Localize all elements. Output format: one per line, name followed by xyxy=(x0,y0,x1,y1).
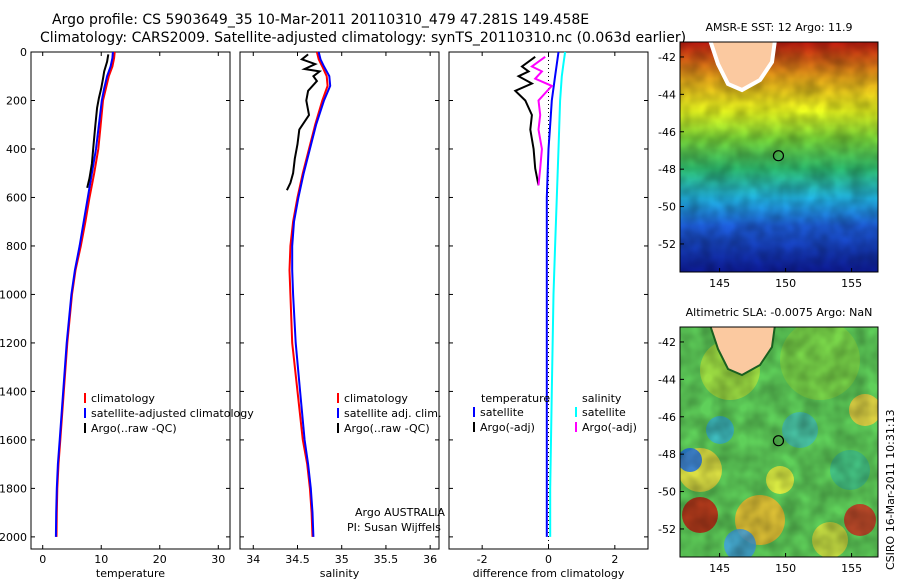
x-tick-label: 150 xyxy=(775,277,796,290)
y-tick-label: -42 xyxy=(658,336,676,349)
x-axis-label: difference from climatology xyxy=(473,567,625,580)
y-tick-label: 1000 xyxy=(0,288,27,301)
map-frame xyxy=(679,326,879,558)
annotation-institution: Argo AUSTRALIA xyxy=(355,506,445,519)
x-tick-label: 36 xyxy=(423,553,437,566)
y-tick-label: 1600 xyxy=(0,434,27,447)
x-tick-label: 145 xyxy=(709,562,730,575)
legend-entry: satellite-adjusted climatology xyxy=(91,407,254,420)
series-line-1-2 xyxy=(285,53,323,191)
legend-entry: climatology xyxy=(344,392,408,405)
x-tick-label: 34.5 xyxy=(285,553,310,566)
series-line-0-2 xyxy=(86,54,110,189)
map-field xyxy=(680,42,878,272)
y-tick-label: 200 xyxy=(6,94,27,107)
map-title: Altimetric SLA: -0.0075 Argo: NaN xyxy=(686,306,873,319)
y-tick-label: 600 xyxy=(6,191,27,204)
series-line-2-1 xyxy=(513,55,540,186)
x-tick-label: 155 xyxy=(841,277,862,290)
series-line-1-1 xyxy=(291,51,332,537)
x-tick-label: 30 xyxy=(211,553,225,566)
legend-entry: Argo(-adj) xyxy=(582,421,637,434)
legend-entry: Argo(-adj) xyxy=(480,421,535,434)
legend-entry: Argo(..raw -QC) xyxy=(344,422,430,435)
x-tick-label: 34 xyxy=(246,553,260,566)
x-tick-label: 155 xyxy=(841,562,862,575)
y-tick-label: 1400 xyxy=(0,385,27,398)
profile-panel-1: 34 34.5 35 35.5 36 salinity xyxy=(239,51,440,580)
map-title: AMSR-E SST: 12 Argo: 11.9 xyxy=(705,21,852,34)
x-tick-label: 0 xyxy=(545,553,552,566)
field-texture xyxy=(680,42,878,272)
series-line-2-2 xyxy=(549,51,567,537)
x-tick-label: 20 xyxy=(153,553,167,566)
x-tick-label: 145 xyxy=(709,277,730,290)
x-tick-label: 35.5 xyxy=(374,553,399,566)
plot-frame xyxy=(30,51,231,550)
y-tick-label: -46 xyxy=(658,126,676,139)
series-line-0-1 xyxy=(54,51,114,537)
map-frame xyxy=(679,41,879,273)
y-tick-label: -44 xyxy=(658,88,676,101)
y-tick-label: 800 xyxy=(6,240,27,253)
figure-title-line2: Climatology: CARS2009. Satellite-adjuste… xyxy=(40,30,687,46)
map-field xyxy=(680,327,878,557)
series-line-2-0 xyxy=(545,51,560,537)
x-tick-label: 10 xyxy=(94,553,108,566)
legend-entry: satellite xyxy=(582,406,626,419)
y-tick-label: -50 xyxy=(658,201,676,214)
y-tick-label: -52 xyxy=(658,238,676,251)
argo-position-marker xyxy=(772,435,785,447)
figure-title-line1: Argo profile: CS 5903649_35 10-Mar-2011 … xyxy=(52,12,590,28)
x-axis-label: salinity xyxy=(320,567,360,580)
x-tick-label: -2 xyxy=(477,553,488,566)
legend-entry: climatology xyxy=(91,392,155,405)
profile-panel-0: 0 10 20 30 0 200 400 600 800 1000 1200 1400 1600 1800… xyxy=(0,46,231,580)
argo-position-marker xyxy=(772,150,785,162)
x-tick-label: 0 xyxy=(39,553,46,566)
y-tick-label: 0 xyxy=(20,46,27,59)
legend-difference: temperaturesatelliteArgo(-adj)salinitysa… xyxy=(473,392,637,434)
land-tasmania xyxy=(708,42,777,93)
legend-temperature: climatology satellite-adjusted climatolog… xyxy=(84,392,254,435)
x-tick-label: 35 xyxy=(335,553,349,566)
legend-title: temperature xyxy=(481,392,550,405)
x-tick-label: 150 xyxy=(775,562,796,575)
series-line-2-3 xyxy=(529,55,554,186)
x-axis-label: temperature xyxy=(96,567,165,580)
y-tick-label: 1800 xyxy=(0,482,27,495)
map-panel-1: AMSR-E SST: 12 Argo: 11.9 145 150 155 -42 -44… xyxy=(658,21,879,290)
legend-title: salinity xyxy=(582,392,622,405)
field-texture xyxy=(680,327,878,557)
x-tick-label: 2 xyxy=(611,553,618,566)
plot-frame xyxy=(239,51,440,550)
y-tick-label: 2000 xyxy=(0,531,27,544)
legend-entry: satellite xyxy=(480,406,524,419)
y-tick-label: -44 xyxy=(658,373,676,386)
y-tick-label: -42 xyxy=(658,51,676,64)
y-tick-label: 400 xyxy=(6,143,27,156)
annotation-pi: PI: Susan Wijffels xyxy=(347,521,441,534)
y-tick-label: -52 xyxy=(658,523,676,536)
legend-salinity: climatology satellite adj. clim. Argo(..ra… xyxy=(337,392,441,435)
legend-entry: Argo(..raw -QC) xyxy=(91,422,177,435)
y-tick-label: 1200 xyxy=(0,337,27,350)
y-tick-label: -48 xyxy=(658,163,676,176)
y-tick-label: -48 xyxy=(658,448,676,461)
map-panel-2: Altimetric SLA: -0.0075 Argo: NaN 145 150 1… xyxy=(658,306,879,575)
legend-entry: satellite adj. clim. xyxy=(344,407,441,420)
y-tick-label: -50 xyxy=(658,486,676,499)
land-tasmania xyxy=(709,327,776,377)
y-tick-label: -46 xyxy=(658,411,676,424)
